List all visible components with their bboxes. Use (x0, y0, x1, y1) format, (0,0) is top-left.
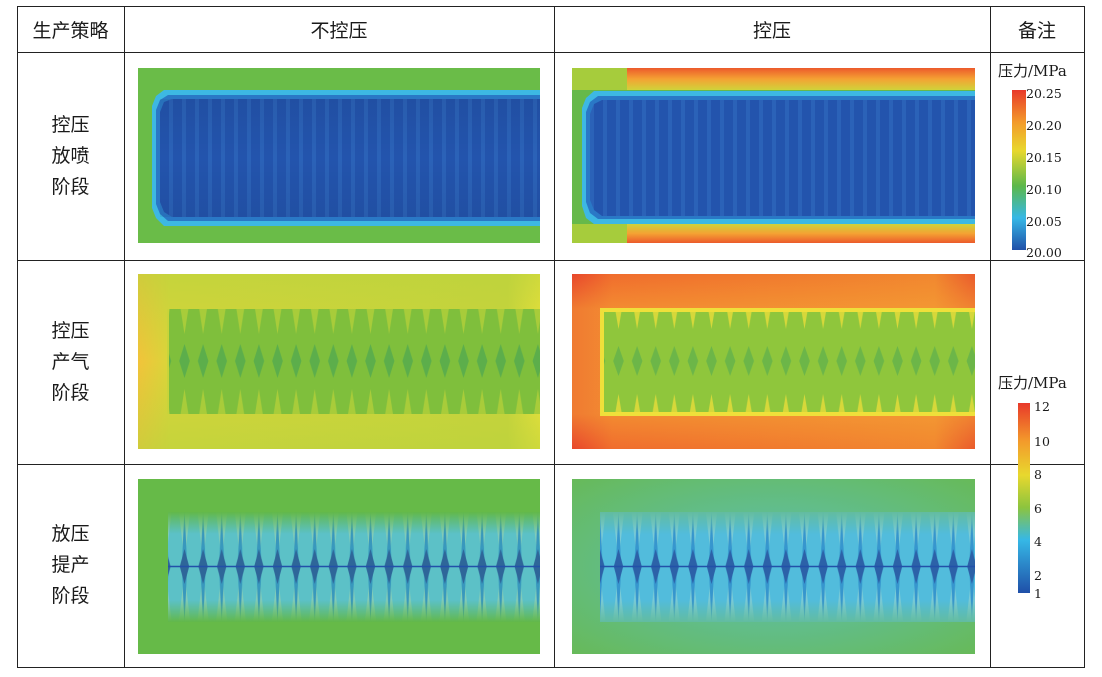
pressure-map-row2-control (572, 274, 975, 449)
header-strategy: 生产策略 (32, 19, 109, 42)
row3-line3: 阶段 (51, 585, 90, 607)
col3-rule (990, 6, 991, 668)
legend-bottom-tick-7: 1 (1034, 586, 1042, 601)
pressure-map-row3-no-control (138, 479, 540, 654)
row1-line2: 放喷 (51, 144, 90, 167)
legend-top-tick-1: 20.25 (1026, 86, 1062, 101)
row1-line3: 阶段 (51, 175, 90, 198)
row2-line2: 产气 (51, 350, 90, 373)
header-note: 备注 (1017, 19, 1056, 42)
table-bottom-rule (17, 667, 1085, 668)
pressure-map-row2-no-control (138, 274, 540, 449)
legend-bottom-tick-5: 4 (1034, 534, 1042, 549)
legend-bottom-tick-3: 8 (1034, 467, 1042, 482)
legend-bottom-colorbar (1018, 403, 1030, 593)
results-table: 生产策略 不控压 控压 备注 控压 放喷 阶段 控压 产气 阶段 放压 提产 阶段 (17, 6, 1085, 668)
legend-bottom-tick-6: 2 (1034, 568, 1042, 583)
pressure-map-row1-control (572, 68, 975, 243)
legend-top: 压力/MPa 20.25 20.20 20.15 20.10 20.05 20.… (990, 52, 1084, 260)
legend-top-tick-6: 20.00 (1026, 245, 1062, 260)
pressure-map-row3-control (572, 479, 975, 654)
legend-bottom-tick-1: 12 (1034, 399, 1050, 414)
header-control: 控压 (752, 19, 791, 42)
row2-line1: 控压 (51, 319, 90, 342)
table-left-rule (17, 6, 18, 668)
header-rule (17, 52, 1085, 53)
legend-top-tick-5: 20.05 (1026, 214, 1062, 229)
row3-line1: 放压 (51, 523, 90, 545)
table-right-rule (1084, 6, 1085, 668)
pressure-map-row1-no-control (138, 68, 540, 243)
row3-line2: 提产 (51, 554, 90, 576)
col2-rule (554, 6, 555, 668)
legend-top-title: 压力/MPa (998, 62, 1067, 80)
row2-line3: 阶段 (51, 381, 90, 404)
row-label-stage-2: 控压 产气 阶段 (17, 260, 124, 464)
row-label-stage-3: 放压 提产 阶段 (17, 464, 124, 667)
legend-top-tick-2: 20.20 (1026, 118, 1062, 133)
legend-top-colorbar (1012, 90, 1026, 250)
col1-rule (124, 6, 125, 668)
row1-line1: 控压 (51, 113, 90, 136)
legend-bottom: 压力/MPa 12 10 8 6 4 2 1 (990, 260, 1084, 667)
legend-top-tick-4: 20.10 (1026, 182, 1062, 197)
row2-rule (17, 464, 1085, 465)
row1-rule (17, 260, 1085, 261)
table-top-rule (17, 6, 1085, 7)
legend-bottom-tick-2: 10 (1034, 434, 1050, 449)
legend-bottom-tick-4: 6 (1034, 501, 1042, 516)
legend-top-tick-3: 20.15 (1026, 150, 1062, 165)
header-no-control: 不控压 (310, 19, 368, 42)
row-label-stage-1: 控压 放喷 阶段 (17, 52, 124, 260)
legend-bottom-title: 压力/MPa (998, 374, 1067, 392)
